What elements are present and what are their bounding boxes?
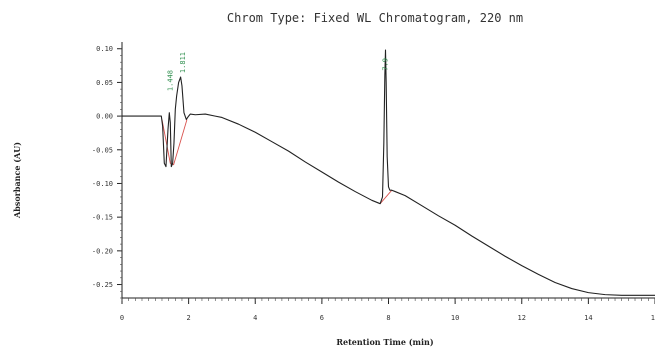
y-tick-label: 0.00 [96, 113, 113, 121]
tick-labels: 0.10 0.05 0.00 -0.05 -0.10 -0.15 -0.20 -0.25 0 2 4… [92, 45, 655, 322]
x-tick-label: 2 [187, 314, 191, 322]
x-tick-label: 14 [584, 314, 592, 322]
x-tick-label: 12 [518, 314, 526, 322]
peak-label: 7.9 [382, 58, 390, 71]
peak-label: 1.448 [167, 70, 175, 91]
axes [117, 42, 655, 304]
y-tick-label: -0.20 [92, 247, 113, 255]
x-tick-label: 8 [386, 314, 390, 322]
chromatogram-line [122, 49, 655, 296]
integration-baselines [161, 119, 393, 204]
x-tick-label: 10 [451, 314, 459, 322]
x-tick-label: 6 [320, 314, 324, 322]
x-tick-label: 16 [651, 314, 655, 322]
chart-title: Chrom Type: Fixed WL Chromatogram, 220 n… [227, 11, 523, 25]
y-tick-label: 0.10 [96, 45, 113, 53]
y-tick-label: -0.15 [92, 214, 113, 222]
y-tick-label: 0.05 [96, 79, 113, 87]
y-tick-label: -0.25 [92, 281, 113, 289]
series-lines [122, 49, 655, 296]
x-tick-label: 4 [253, 314, 257, 322]
baseline [379, 189, 393, 204]
y-tick-label: -0.10 [92, 180, 113, 188]
peak-labels: 1.448 1.811 7.9 [167, 52, 390, 91]
y-tick-label: -0.05 [92, 146, 113, 154]
peak-label: 1.811 [179, 52, 187, 73]
y-axis-label: Absorbance (AU) [12, 142, 22, 219]
x-axis-label: Retention Time (min) [336, 337, 433, 347]
x-tick-label: 0 [120, 314, 124, 322]
